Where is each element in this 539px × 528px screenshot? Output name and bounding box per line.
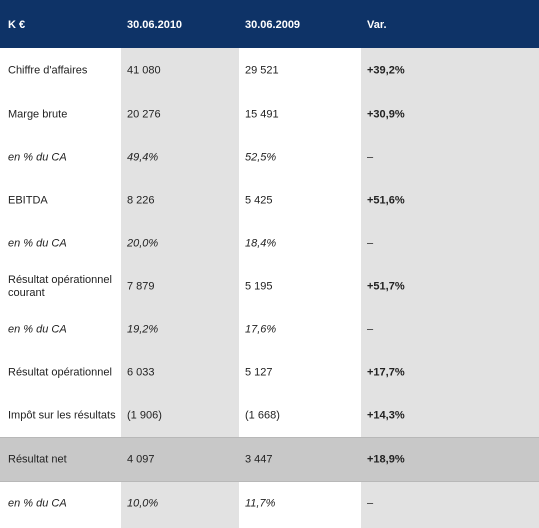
- row-label: en % du CA: [8, 151, 67, 163]
- table-row: Impôt sur les résultats (1 906) (1 668) …: [0, 394, 539, 437]
- header-2010: 30.06.2010: [127, 19, 183, 31]
- row-variation: –: [367, 323, 374, 335]
- divider-top: [0, 437, 539, 438]
- table-row: Chiffre d'affaires 41 080 29 521 +39,2%: [0, 48, 539, 93]
- header-2009: 30.06.2009: [245, 19, 301, 31]
- row-value-2010: 41 080: [127, 64, 161, 76]
- row-label: Résultat net: [8, 453, 67, 465]
- table-row: en % du CA 20,0% 18,4% –: [0, 222, 539, 265]
- row-value-2010: 4 097: [127, 453, 155, 465]
- table-row: en % du CA 19,2% 17,6% –: [0, 308, 539, 351]
- row-value-2009: 5 195: [245, 280, 273, 292]
- row-value-2009: 17,6%: [245, 323, 277, 335]
- row-value-2010: 7 879: [127, 280, 155, 292]
- table-row: Résultat opérationnel 6 033 5 127 +17,7%: [0, 351, 539, 394]
- row-label: en % du CA: [8, 323, 67, 335]
- row-variation: –: [367, 151, 374, 163]
- row-value-2010: 20 276: [127, 108, 161, 120]
- row-value-2010: 49,4%: [127, 151, 159, 163]
- row-value-2010: 10,0%: [127, 497, 159, 510]
- row-value-2009: 3 447: [245, 453, 273, 465]
- row-value-2009: 5 425: [245, 194, 273, 206]
- row-variation: +51,7%: [367, 280, 405, 292]
- row-value-2009: 11,7%: [245, 497, 276, 510]
- divider-bottom: [0, 481, 539, 482]
- row-variation: +51,6%: [367, 194, 405, 206]
- row-value-2009: (1 668): [245, 409, 280, 421]
- table-row: en % du CA 49,4% 52,5% –: [0, 136, 539, 179]
- row-value-2009: 5 127: [245, 366, 273, 378]
- row-value-2010: 6 033: [127, 366, 155, 378]
- row-label-line1: Résultat opérationnel: [8, 273, 112, 286]
- header-unit: K €: [8, 19, 26, 31]
- row-label: Impôt sur les résultats: [8, 409, 116, 421]
- row-label-line2: courant: [8, 286, 45, 299]
- row-value-2009: 29 521: [245, 64, 279, 76]
- table-header: K € 30.06.2010 30.06.2009 Var.: [0, 0, 539, 48]
- row-value-2009: 18,4%: [245, 237, 277, 249]
- row-label: en % du CA: [8, 497, 67, 510]
- row-value-2009: 52,5%: [245, 151, 277, 163]
- row-value-2010: 8 226: [127, 194, 155, 206]
- row-value-2010: 19,2%: [127, 323, 159, 335]
- table-row: en % du CA 10,0% 11,7% –: [0, 482, 539, 526]
- table-row: EBITDA 8 226 5 425 +51,6%: [0, 179, 539, 222]
- row-value-2010: (1 906): [127, 409, 162, 421]
- row-value-2009: 15 491: [245, 108, 279, 120]
- row-variation: +39,2%: [367, 64, 405, 76]
- row-label: en % du CA: [8, 237, 67, 249]
- row-variation: +30,9%: [367, 108, 405, 120]
- row-label: Résultat opérationnel: [8, 366, 112, 378]
- table-row: Marge brute 20 276 15 491 +30,9%: [0, 93, 539, 136]
- row-label: Chiffre d'affaires: [8, 64, 88, 76]
- row-variation: +14,3%: [367, 409, 405, 421]
- row-label: Marge brute: [8, 108, 68, 120]
- row-variation: –: [367, 497, 374, 510]
- table-row-net-result: Résultat net 4 097 3 447 +18,9%: [0, 438, 539, 481]
- row-variation: +17,7%: [367, 366, 405, 378]
- header-variation: Var.: [367, 19, 387, 31]
- row-variation: –: [367, 237, 374, 249]
- row-value-2010: 20,0%: [127, 237, 159, 249]
- row-variation: +18,9%: [367, 453, 405, 465]
- row-label: Résultat opérationnel courant: [8, 274, 112, 300]
- table-row: Résultat opérationnel courant 7 879 5 19…: [0, 265, 539, 308]
- row-label: EBITDA: [8, 194, 48, 206]
